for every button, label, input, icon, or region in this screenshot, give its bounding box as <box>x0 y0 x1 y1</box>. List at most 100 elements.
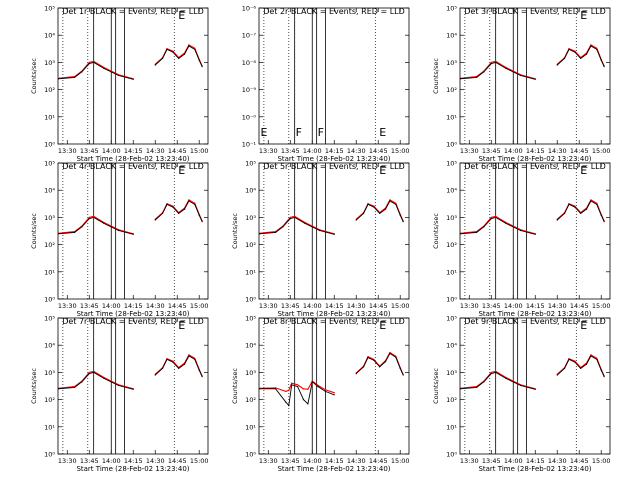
data-point <box>596 202 598 204</box>
y-tick-label: 10⁴ <box>446 342 457 350</box>
data-point <box>596 203 598 206</box>
y-tick-label: 10² <box>44 396 55 404</box>
data-point <box>294 215 296 217</box>
data-point <box>103 377 105 380</box>
data-point <box>395 202 397 204</box>
x-tick-label: 15:00 <box>592 302 611 310</box>
data-point <box>600 59 602 61</box>
plot-frame <box>459 317 611 455</box>
data-point <box>161 57 164 60</box>
data-point <box>590 355 592 357</box>
data-point <box>373 359 375 361</box>
x-tick-label: 14:30 <box>146 302 165 310</box>
series-line-events <box>259 352 404 407</box>
data-point <box>317 386 319 388</box>
data-point <box>198 214 200 216</box>
data-point <box>600 369 602 371</box>
data-point <box>574 50 576 52</box>
y-tick-label: 10³ <box>245 214 256 222</box>
y-tick-label: 10¹ <box>245 268 256 276</box>
x-tick-label: 13:30 <box>460 147 479 155</box>
x-axis-label: Start Time (28-Feb-02 13:23:40) <box>277 155 390 163</box>
x-tick-label: 13:45 <box>482 457 501 465</box>
x-tick-label: 13:45 <box>281 147 300 155</box>
data-point <box>288 405 290 407</box>
data-point <box>476 386 478 389</box>
data-point <box>58 233 60 235</box>
y-tick-label: 10⁰ <box>446 141 457 149</box>
data-point <box>574 51 576 53</box>
data-point <box>495 215 497 217</box>
data-point <box>490 373 492 375</box>
data-point <box>166 203 168 206</box>
x-tick-label: 14:45 <box>369 302 388 310</box>
data-point <box>495 216 497 218</box>
y-tick-label: 10¹ <box>446 423 457 431</box>
data-point <box>574 205 576 207</box>
x-tick-label: 15:00 <box>391 302 410 310</box>
data-point <box>580 57 582 60</box>
y-tick-label: 10³ <box>44 59 55 67</box>
data-point <box>183 208 186 210</box>
data-point <box>172 205 174 207</box>
y-tick-label: 10⁵ <box>245 160 256 168</box>
data-point <box>188 45 190 47</box>
data-point <box>291 384 293 386</box>
y-tick-label: 10³ <box>446 369 457 377</box>
data-point <box>490 216 492 218</box>
series-group <box>58 44 203 80</box>
plot-frame <box>258 162 410 300</box>
data-point <box>355 373 357 375</box>
y-axis-label: Counts/sec <box>30 213 38 249</box>
data-point <box>154 64 156 66</box>
x-tick-label: 14:15 <box>325 147 344 155</box>
x-tick-label: 14:30 <box>146 147 165 155</box>
x-tick-label: 15:00 <box>190 302 209 310</box>
data-point <box>178 212 180 215</box>
series-line-events <box>460 200 605 235</box>
data-point <box>505 377 507 380</box>
data-point <box>194 202 196 204</box>
data-point <box>132 233 134 235</box>
data-point <box>93 371 95 373</box>
x-tick-label: 13:30 <box>259 302 278 310</box>
x-tick-label: 14:15 <box>124 302 143 310</box>
data-point <box>201 376 203 378</box>
data-point <box>103 222 105 225</box>
x-tick-label: 14:30 <box>347 147 366 155</box>
x-axis-label: Start Time (28-Feb-02 13:23:40) <box>76 310 189 318</box>
y-tick-label: 10⁵ <box>446 5 457 13</box>
data-point <box>505 67 507 70</box>
y-tick-label: 10⁻⁶ <box>242 5 257 13</box>
x-tick-label: 14:00 <box>504 147 523 155</box>
flag-label: E <box>178 9 185 22</box>
data-point <box>103 67 105 70</box>
flag-label: E <box>379 164 386 177</box>
data-point <box>590 200 592 202</box>
y-tick-label: 10¹ <box>44 423 55 431</box>
y-tick-label: 10⁴ <box>245 187 256 195</box>
x-tick-label: 14:45 <box>570 457 589 465</box>
data-point <box>603 66 605 68</box>
x-tick-label: 14:00 <box>303 457 322 465</box>
data-point <box>519 74 522 77</box>
x-tick-label: 13:30 <box>259 457 278 465</box>
y-tick-label: 10⁰ <box>44 141 55 149</box>
data-point <box>166 358 168 361</box>
y-tick-label: 10⁻⁸ <box>242 59 257 67</box>
data-point <box>188 200 190 202</box>
x-tick-label: 13:45 <box>281 302 300 310</box>
data-point <box>324 389 327 391</box>
y-tick-label: 10² <box>245 396 256 404</box>
series-line-events <box>460 355 605 390</box>
data-point <box>379 212 381 215</box>
data-point <box>399 214 401 216</box>
x-tick-label: 15:00 <box>592 147 611 155</box>
data-point <box>282 226 284 228</box>
data-point <box>194 47 196 49</box>
data-point <box>389 199 391 201</box>
